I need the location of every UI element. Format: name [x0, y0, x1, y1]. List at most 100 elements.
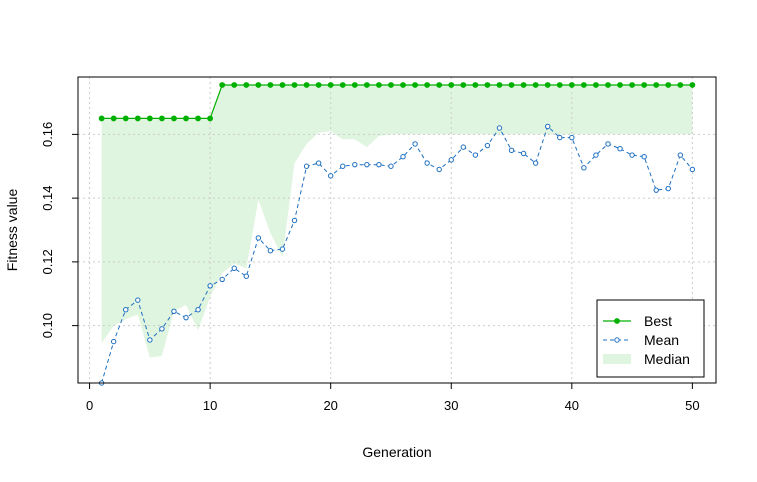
best-point [617, 82, 623, 88]
best-point [400, 82, 406, 88]
best-point [580, 82, 587, 88]
mean-point [267, 248, 274, 254]
best-point [472, 82, 479, 88]
best-point [279, 82, 286, 88]
best-point [665, 82, 672, 88]
best-point [376, 82, 382, 88]
mean-point [532, 160, 539, 166]
best-point [520, 82, 527, 88]
best-point [641, 82, 648, 88]
best-point [183, 115, 189, 122]
mean-point [412, 141, 418, 147]
mean-point [520, 150, 527, 157]
mean-point [641, 153, 647, 160]
mean-point [544, 123, 551, 130]
best-point [171, 115, 177, 122]
y-tick-label: 0.10 [40, 313, 55, 338]
best-point [484, 82, 491, 88]
mean-point [195, 306, 201, 313]
mean-point [629, 152, 635, 158]
mean-point [303, 163, 310, 169]
mean-point [557, 134, 563, 141]
best-point [207, 115, 214, 122]
x-tick-label: 50 [685, 398, 699, 413]
y-axis: 0.10 0.12 0.14 0.16 [40, 122, 78, 338]
mean-point [327, 173, 334, 179]
best-point [134, 115, 141, 122]
mean-point [424, 160, 430, 166]
mean-series-line [101, 125, 693, 384]
mean-point [183, 314, 189, 321]
best-point [653, 82, 660, 88]
mean-point [448, 157, 454, 163]
best-point [629, 82, 635, 88]
y-tick-label: 0.12 [40, 249, 55, 274]
mean-point [279, 246, 286, 252]
x-axis: 0 10 20 30 40 50 [86, 382, 700, 413]
mean-point [508, 147, 515, 154]
legend-best-label: Best [644, 313, 672, 329]
best-point [568, 82, 575, 88]
median-band-layer [101, 85, 693, 358]
mean-point [677, 152, 684, 158]
mean-point [388, 163, 394, 169]
mean-point [147, 337, 153, 343]
mean-point [352, 161, 358, 168]
mean-point [460, 144, 467, 150]
mean-point [219, 276, 225, 283]
best-point [255, 82, 262, 88]
best-point [677, 82, 684, 88]
legend-mean-marker [614, 337, 620, 343]
best-point [315, 82, 322, 88]
best-point [605, 82, 611, 88]
best-point [195, 115, 201, 122]
x-tick-label: 10 [203, 398, 217, 413]
mean-point [617, 146, 623, 152]
best-point [98, 115, 105, 122]
best-point [339, 82, 346, 88]
x-tick-label: 20 [323, 398, 337, 413]
best-point [544, 82, 551, 88]
mean-point [689, 166, 696, 173]
series-layer [98, 82, 696, 386]
mean-point [171, 308, 177, 314]
mean-point [243, 273, 250, 279]
mean-point [110, 338, 117, 345]
median-band [101, 85, 693, 358]
mean-point [436, 166, 442, 173]
best-point [388, 82, 394, 88]
best-point [110, 115, 117, 122]
best-point [243, 82, 250, 88]
legend-best-marker [614, 318, 620, 324]
y-tick-label: 0.16 [40, 122, 55, 147]
x-tick-label: 30 [444, 398, 458, 413]
mean-point [581, 165, 587, 171]
x-axis-title: Generation [362, 444, 431, 460]
x-tick-label: 0 [86, 398, 93, 413]
best-point [146, 115, 153, 122]
best-point [231, 82, 238, 88]
mean-point [376, 161, 382, 168]
best-point [363, 82, 370, 88]
mean-point [364, 161, 370, 168]
best-point [267, 82, 274, 88]
x-tick-label: 40 [565, 398, 579, 413]
mean-point [593, 152, 599, 158]
mean-point [231, 265, 237, 271]
best-point [327, 82, 334, 88]
mean-point [315, 160, 322, 166]
mean-point [159, 326, 165, 332]
best-point [122, 115, 129, 122]
legend-median-label: Median [644, 351, 690, 367]
mean-point [665, 185, 671, 192]
best-point [496, 82, 503, 88]
best-point [303, 82, 310, 88]
best-point [159, 115, 165, 122]
legend-median-swatch [603, 354, 631, 364]
best-point [593, 82, 599, 88]
mean-point [255, 235, 262, 241]
mean-point [496, 125, 503, 131]
legend-mean-label: Mean [644, 332, 679, 348]
best-point [689, 82, 696, 88]
